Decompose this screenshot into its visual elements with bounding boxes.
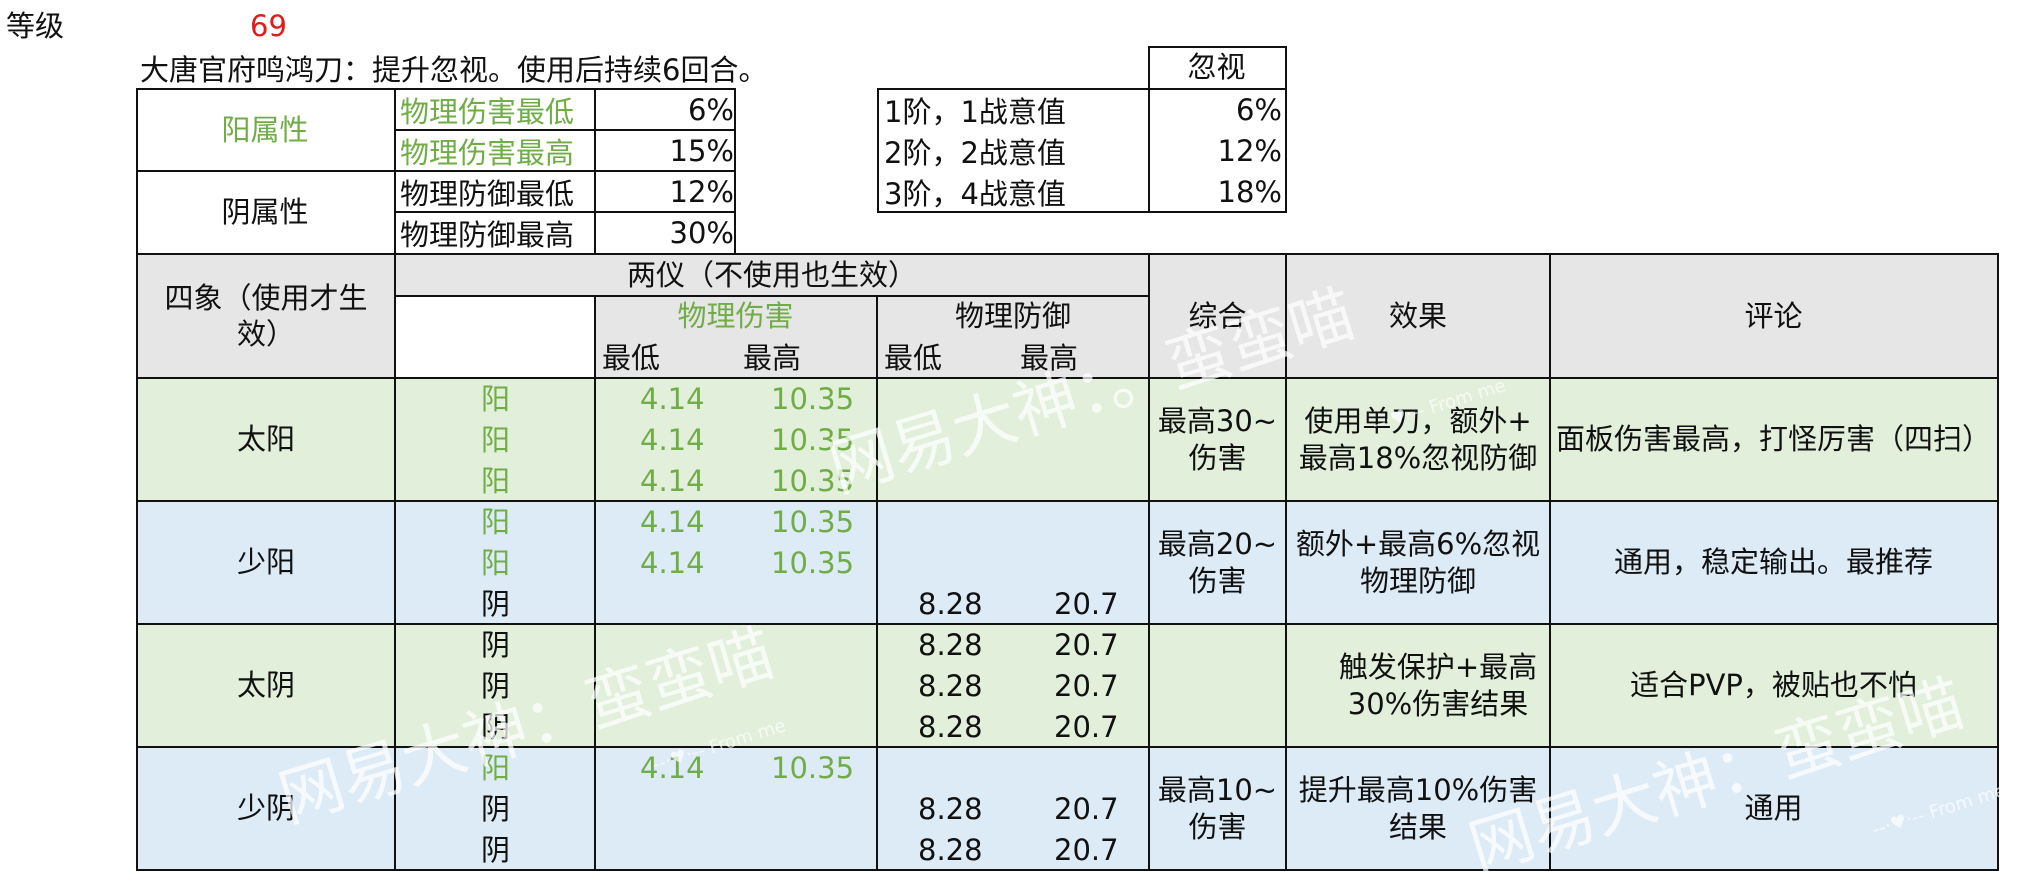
shaoyang-row-3-def-max: 20.7 [1054,587,1119,621]
group-taiyin-bg [137,624,1997,747]
taiyang-row-3-type: 阳 [481,464,511,498]
group-shaoyang-bg [137,501,1997,624]
shaoyin-row-3-def-min: 8.28 [918,833,983,867]
col-header-def-max: 最高 [1020,341,1079,375]
col-header-liangyi: 两仪（不使用也生效） [626,257,917,292]
attr-yin-row-1-value: 12% [669,174,734,209]
skill-description: 大唐官府鸣鸿刀：提升忽视。使用后持续6回合。 [140,53,768,87]
shaoyin-row-2-def-min: 8.28 [918,792,983,826]
main-header-blank-cell [395,296,594,378]
ignore-tier-1: 1阶，1战意值 [884,94,1066,129]
attr-yin-row-2-name: 物理防御最高 [400,217,575,252]
group-taiyang-bg [137,378,1997,501]
taiyang-row-1-dmg-max: 10.35 [771,382,855,416]
ignore-tier-3-value: 18% [1217,174,1282,209]
shaoyin-row-1-dmg-min: 4.14 [640,751,705,785]
shaoyang-row-2-type: 阳 [481,546,511,580]
attr-yin-row-2-value: 30% [669,215,734,250]
col-header-sixiang: 四象（使用才生效） [164,280,368,351]
col-header-phys-dmg: 物理伤害 [677,299,794,334]
ignore-tier-1-value: 6% [1235,92,1282,127]
attr-yang-row-2-value: 15% [669,133,734,168]
taiyin-comment: 适合PVP，被贴也不怕 [1630,668,1917,703]
ignore-tier-2: 2阶，2战意值 [884,135,1066,170]
taiyang-row-1-type: 阳 [481,382,511,416]
shaoyin-row-3-def-max: 20.7 [1054,833,1119,867]
group-taiyin-name: 太阴 [236,668,295,703]
taiyang-row-1-dmg-min: 4.14 [640,382,705,416]
taiyang-row-3-dmg-min: 4.14 [640,464,705,498]
taiyin-row-1-type: 阴 [481,628,511,662]
col-header-dmg-max: 最高 [743,341,802,375]
shaoyang-row-3-type: 阴 [481,587,511,621]
taiyang-row-2-dmg-min: 4.14 [640,423,705,457]
ignore-table-header: 忽视 [1187,50,1246,85]
group-shaoyang-name: 少阳 [236,545,295,580]
group-taiyang-name: 太阳 [236,422,295,457]
attr-yang-row-1-value: 6% [687,92,734,127]
shaoyang-row-2-dmg-min: 4.14 [640,546,705,580]
taiyin-row-3-def-max: 20.7 [1054,710,1119,744]
taiyin-effect: 触发保护+最高 30%伤害结果 [1338,650,1538,721]
taiyang-total: 最高30~ 伤害 [1157,404,1278,475]
group-shaoyin-name: 少阴 [236,791,295,826]
shaoyin-comment: 通用 [1744,791,1803,826]
ignore-tier-2-value: 12% [1217,133,1282,168]
shaoyang-row-1-type: 阳 [481,505,511,539]
taiyin-total [1149,624,1286,747]
taiyin-row-2-def-max: 20.7 [1054,669,1119,703]
shaoyang-effect: 额外+最高6%忽视 物理防御 [1295,527,1541,598]
shaoyang-total: 最高20~ 伤害 [1157,527,1278,598]
shaoyin-row-2-type: 阴 [481,792,511,826]
shaoyin-row-3-type: 阴 [481,833,511,867]
yang-attribute-label: 阳属性 [221,112,309,147]
taiyin-row-3-def-min: 8.28 [918,710,983,744]
col-header-effect: 效果 [1388,298,1447,333]
taiyang-comment: 面板伤害最高，打怪厉害（四扫） [1555,422,1991,457]
taiyin-row-3-type: 阴 [481,710,511,744]
shaoyang-row-1-dmg-min: 4.14 [640,505,705,539]
shaoyin-row-1-dmg-max: 10.35 [771,751,855,785]
shaoyang-row-3-def-min: 8.28 [918,587,983,621]
taiyin-row-1-def-max: 20.7 [1054,628,1119,662]
shaoyang-row-2-dmg-max: 10.35 [771,546,855,580]
ignore-tier-3: 3阶，4战意值 [884,176,1066,211]
col-header-comment: 评论 [1744,298,1803,333]
shaoyin-effect: 提升最高10%伤害 结果 [1298,773,1538,844]
yin-attribute-label: 阴属性 [221,194,309,229]
level-label: 等级 [6,9,65,43]
group-shaoyin-bg [137,747,1997,870]
col-header-total: 综合 [1188,298,1247,333]
shaoyang-comment: 通用，稳定输出。最推荐 [1613,545,1933,580]
shaoyin-row-2-def-max: 20.7 [1054,792,1119,826]
attr-yang-row-2-name: 物理伤害最高 [400,135,575,170]
taiyang-row-3-dmg-max: 10.35 [771,464,855,498]
col-header-dmg-min: 最低 [602,341,661,375]
taiyin-row-2-def-min: 8.28 [918,669,983,703]
taiyin-row-2-type: 阴 [481,669,511,703]
shaoyin-row-1-type: 阳 [481,751,511,785]
taiyang-effect: 使用单刀，额外+ 最高18%忽视防御 [1298,404,1538,475]
col-header-phys-def: 物理防御 [954,299,1071,334]
taiyang-row-2-type: 阳 [481,423,511,457]
level-value: 69 [250,9,287,43]
taiyin-row-1-def-min: 8.28 [918,628,983,662]
taiyang-row-2-dmg-max: 10.35 [771,423,855,457]
attr-yin-row-1-name: 物理防御最低 [400,176,575,211]
col-header-def-min: 最低 [884,341,943,375]
shaoyin-total: 最高10~ 伤害 [1157,773,1278,844]
attr-yang-row-1-name: 物理伤害最低 [400,94,575,129]
shaoyang-row-1-dmg-max: 10.35 [771,505,855,539]
